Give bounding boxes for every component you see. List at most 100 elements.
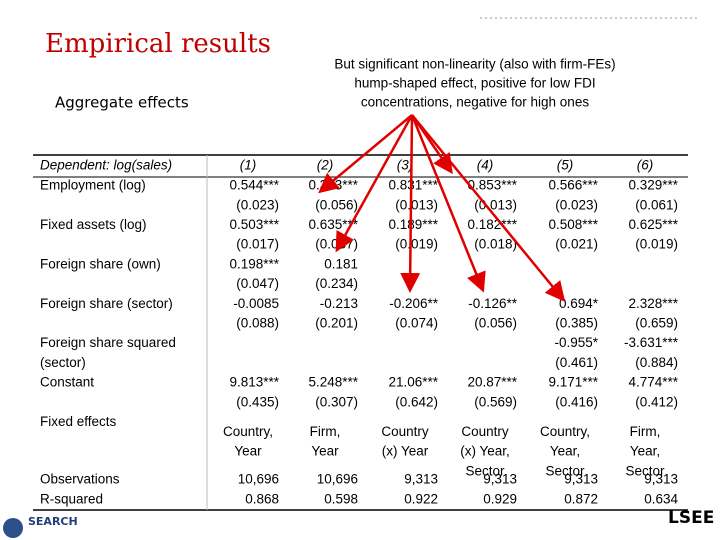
arrow (411, 114, 566, 302)
cell: -0.955* (554, 335, 598, 350)
cell: 0.868 (245, 491, 279, 506)
cell: Year, (630, 444, 660, 459)
cell: -0.126** (468, 296, 518, 311)
header-cell: (3) (397, 158, 414, 173)
cell: Firm, (310, 424, 341, 439)
cell: (0.307) (315, 394, 358, 409)
cell: (0.074) (395, 315, 438, 330)
logo-left: SEARCH (28, 515, 78, 528)
cell: 10,696 (317, 472, 358, 487)
cell: 0.508*** (548, 217, 598, 232)
cell: 0.181 (324, 256, 358, 271)
header-cell: (1) (240, 158, 257, 173)
cell: (0.037) (315, 237, 358, 252)
row-label: Employment (log) (40, 178, 146, 193)
header-cell: (2) (317, 158, 334, 173)
cell: 0.182*** (467, 217, 517, 232)
cell: 0.922 (404, 491, 438, 506)
cell: 9.171*** (548, 375, 598, 390)
arrows (318, 114, 566, 302)
cell: 0.189*** (388, 217, 438, 232)
cell: (0.061) (635, 197, 678, 212)
arrow (335, 114, 414, 253)
cell: (0.412) (635, 394, 678, 409)
header-cell: (4) (477, 158, 494, 173)
cell: (x) Year, (460, 444, 510, 459)
cell: 0.634 (644, 491, 678, 506)
arrow (400, 114, 421, 293)
cell: 9,313 (404, 472, 438, 487)
cell: (0.017) (236, 237, 279, 252)
cell: 0.329*** (628, 178, 678, 193)
cell: (0.013) (474, 197, 517, 212)
cell: Country (461, 424, 509, 439)
row-label: Foreign share (own) (40, 256, 161, 271)
cell: (0.021) (555, 237, 598, 252)
note-line: But significant non-linearity (also with… (334, 57, 615, 72)
cell: 0.544*** (229, 178, 279, 193)
cell: (0.642) (395, 394, 438, 409)
cell: 10,696 (238, 472, 279, 487)
cell: 9,313 (483, 472, 517, 487)
cell: (0.018) (474, 237, 517, 252)
cell: 0.635*** (308, 217, 358, 232)
cell: -0.213 (320, 296, 358, 311)
row-label: Foreign share squared (40, 335, 176, 350)
title: Empirical results (45, 29, 271, 59)
cell: 0.566*** (548, 178, 598, 193)
cell: (0.416) (555, 394, 598, 409)
note-line: hump-shaped effect, positive for low FDI (354, 76, 595, 91)
cell: (0.023) (555, 197, 598, 212)
cell: 0.625*** (628, 217, 678, 232)
cell: (0.023) (236, 197, 279, 212)
cell: (0.461) (555, 355, 598, 370)
cell: 9,313 (564, 472, 598, 487)
cell: (0.385) (555, 315, 598, 330)
cell: 0.598 (324, 491, 358, 506)
cell: (0.056) (315, 197, 358, 212)
cell: Sector (465, 463, 505, 478)
subtitle: Aggregate effects (55, 94, 189, 112)
cell: 5.248*** (308, 375, 358, 390)
cell: (0.047) (236, 276, 279, 291)
cell: 21.06*** (388, 375, 438, 390)
cell: (0.019) (395, 237, 438, 252)
cell: (0.088) (236, 315, 279, 330)
cell: Sector (545, 463, 585, 478)
cell: 20.87*** (467, 375, 517, 390)
cell: (0.019) (635, 237, 678, 252)
cell: Year, (550, 444, 580, 459)
cell: -3.631*** (624, 335, 679, 350)
cell: 0.694* (559, 296, 599, 311)
cell: Country, (540, 424, 590, 439)
header-cell: Dependent: log(sales) (40, 158, 172, 173)
cell: (0.569) (474, 394, 517, 409)
row-label: Constant (40, 375, 94, 390)
row-label: Fixed assets (log) (40, 217, 147, 232)
cell: 9,313 (644, 472, 678, 487)
row-label: Observations (40, 472, 120, 487)
table: Dependent: log(sales) (1) (2) (3) (4) (5) (6) E… (33, 154, 688, 511)
cell: -0.0085 (233, 296, 279, 311)
cell: 0.853*** (467, 178, 517, 193)
row-label: Fixed effects (40, 414, 117, 429)
arrow (410, 114, 453, 175)
cell: Year (311, 444, 339, 459)
logo-right: LSEE (668, 508, 714, 528)
header-cell: (5) (557, 158, 574, 173)
cell: (0.659) (635, 315, 678, 330)
cell: Country (381, 424, 429, 439)
cell: Year (234, 444, 262, 459)
cell: (x) Year (382, 444, 429, 459)
row-label: R-squared (40, 491, 103, 506)
logo-icon (3, 518, 23, 538)
cell: (0.013) (395, 197, 438, 212)
header-cell: (6) (637, 158, 654, 173)
cell: 4.774*** (628, 375, 678, 390)
cell: Country, (223, 424, 273, 439)
cell: (0.056) (474, 315, 517, 330)
arrow (318, 114, 413, 194)
cell: 0.198*** (229, 256, 279, 271)
cell: Firm, (630, 424, 661, 439)
